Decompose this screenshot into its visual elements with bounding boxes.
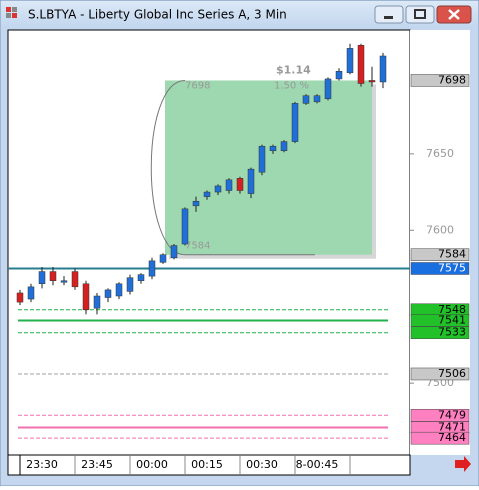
candle-body: [335, 71, 343, 80]
level-box: [410, 74, 470, 87]
candle-body: [258, 145, 266, 173]
candle-body: [27, 286, 35, 300]
maximize-button[interactable]: [405, 5, 435, 24]
candle-body: [170, 245, 178, 259]
candle-body: [313, 95, 321, 103]
candle-body: [357, 45, 365, 84]
candle-body: [379, 55, 387, 83]
candle-body: [346, 48, 354, 74]
annotation-bottom: 7584: [185, 241, 210, 252]
app-icon: [6, 7, 17, 18]
level-box: [410, 431, 470, 445]
candle-body: [137, 274, 145, 281]
x-tick-label: 00:30: [246, 458, 278, 471]
candle-body: [82, 283, 90, 311]
candle-body: [291, 103, 299, 142]
level-box: [410, 262, 470, 275]
x-tick-label: 8-00:45: [296, 458, 339, 471]
candle-body: [60, 280, 68, 283]
candle-body: [368, 80, 376, 83]
level-box: [410, 248, 470, 261]
candle-body: [104, 289, 112, 298]
candle-body: [247, 168, 255, 194]
candle-body: [71, 271, 79, 288]
level-box: [410, 326, 470, 339]
corner-box: [7, 454, 21, 476]
level-label: 7464: [438, 431, 466, 444]
annotation-change: $1.14: [276, 63, 311, 76]
annotation-box: [165, 80, 372, 255]
y-tick-label: 7650: [426, 147, 454, 160]
candle-body: [115, 283, 123, 297]
annotation-top: 7698: [185, 80, 210, 91]
candle-body: [38, 271, 46, 285]
annotation-percent: 1.50 %: [274, 80, 309, 91]
close-button[interactable]: [436, 5, 472, 24]
level-label: 7533: [438, 326, 466, 339]
candle-body: [225, 179, 233, 191]
candle-body: [214, 185, 222, 193]
candle-body: [181, 208, 189, 245]
candle-body: [49, 271, 57, 281]
minimize-button[interactable]: [374, 5, 404, 24]
level-label: 7506: [438, 367, 466, 380]
x-tick-label: 00:00: [136, 458, 168, 471]
level-label: 7575: [438, 261, 466, 274]
candle-body: [203, 191, 211, 197]
candle-body: [148, 260, 156, 277]
price-axis: [410, 30, 470, 455]
level-label: 7479: [438, 408, 466, 421]
candle-body: [159, 254, 167, 263]
candle-body: [192, 200, 200, 207]
x-tick-label: 00:15: [191, 458, 223, 471]
x-tick-label: 23:45: [81, 458, 113, 471]
candle-body: [236, 178, 244, 191]
scroll-arrow[interactable]: [455, 456, 471, 472]
window-title: S.LBTYA - Liberty Global Inc Series A, 3…: [28, 8, 287, 22]
candle-body: [302, 95, 310, 104]
candle-body: [126, 277, 134, 292]
level-box: [410, 367, 470, 381]
candle-body: [93, 295, 101, 309]
level-label: 7541: [438, 313, 466, 326]
level-label: 7698: [438, 73, 466, 86]
candle-body: [280, 141, 288, 152]
candle-body: [16, 292, 24, 303]
candle-body: [324, 78, 332, 100]
level-label: 7548: [438, 303, 466, 316]
candle-body: [269, 145, 277, 152]
x-tick-label: 23:30: [26, 458, 58, 471]
level-label: 7584: [438, 248, 466, 261]
level-label: 7471: [438, 420, 466, 433]
y-tick-label: 7600: [426, 223, 454, 236]
